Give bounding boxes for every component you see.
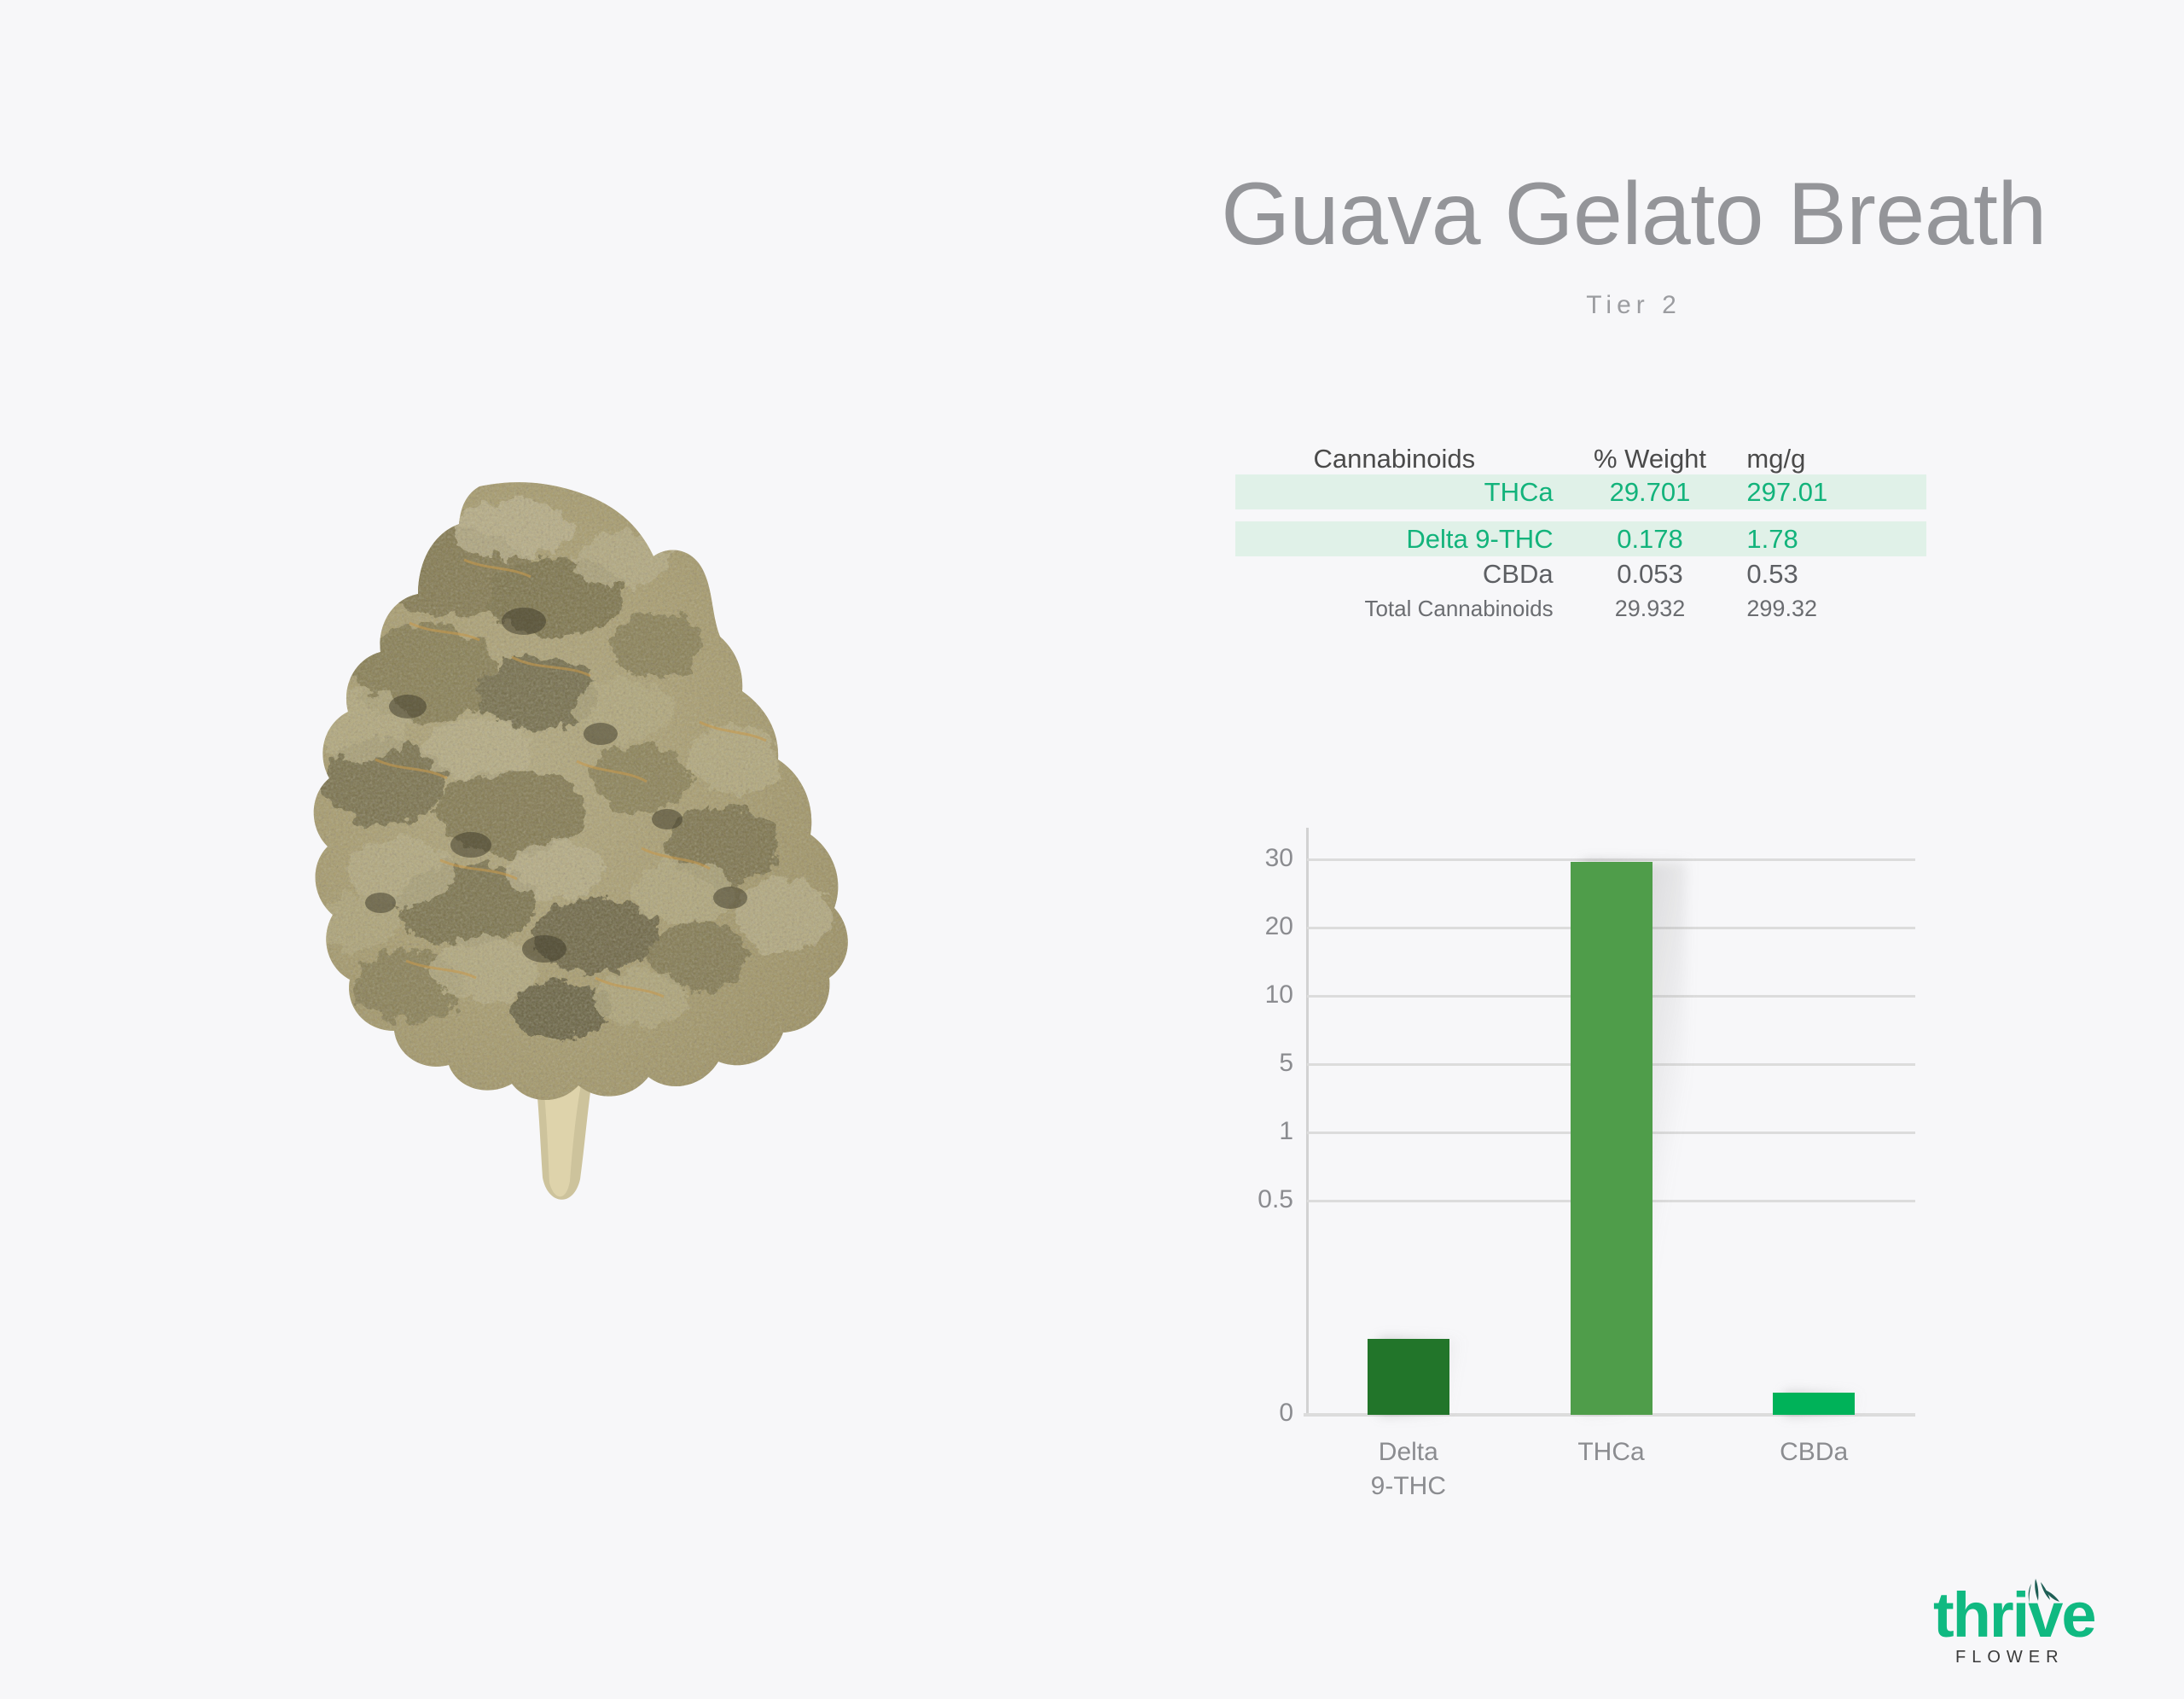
chart-bar[interactable] [1570,862,1653,1415]
x-axis-line [1304,1413,1916,1417]
gridline [1307,858,1915,861]
leaf-icon [2028,1579,2059,1603]
cell-mg-per-g: 0.53 [1746,558,1798,589]
y-tick-label: 20 [1264,912,1293,940]
cell-total-mg-per-g: 299.32 [1746,596,1817,621]
table-row: CBDa 0.053 0.53 [1235,556,1926,591]
cell-total-percent: 29.932 [1614,596,1686,621]
y-tick-label: 10 [1264,980,1293,1009]
title-block: Guava Gelato Breath Tier 2 [1092,166,2175,320]
cell-mg-per-g: 1.78 [1746,521,1926,556]
chart-bar[interactable] [1367,1339,1449,1415]
chart-bar[interactable] [1773,1392,1856,1415]
x-tick-label: Delta 9-THC [1370,1438,1446,1500]
cannabinoid-bar-chart: 30 20 10 5 1 0.5 0 Delta 9-THC THCa CBDa [1246,819,1945,1500]
cell-mg-per-g: 297.01 [1746,474,1926,509]
product-photo [256,478,853,1220]
y-tick-label: 0.5 [1258,1185,1293,1213]
table-row: THCa 29.701 297.01 [1235,474,1926,509]
cell-cannabinoid-name: Delta 9-THC [1235,521,1554,556]
brand-logo: thrive FLOWER [1926,1568,2131,1669]
cell-percent-weight: 29.701 [1553,474,1747,509]
x-tick-label: CBDa [1780,1438,1849,1466]
logo-tagline: FLOWER [1955,1648,2065,1667]
cell-percent-weight: 0.178 [1553,521,1747,556]
logo-wordmark: thrive [1933,1580,2095,1650]
cell-total-label: Total Cannabinoids [1364,596,1554,621]
cell-cannabinoid-name: CBDa [1482,558,1554,589]
y-tick-label: 30 [1264,844,1293,872]
column-header-percent-weight: % Weight [1593,444,1707,474]
table-row: Delta 9-THC 0.178 1.78 [1235,521,1926,556]
column-header-mg-per-g: mg/g [1746,444,1806,474]
cell-cannabinoid-name: THCa [1235,474,1554,509]
cannabis-bud-image [313,482,848,1200]
table-row-total: Total Cannabinoids 29.932 299.32 [1235,591,1926,626]
cell-percent-weight: 0.053 [1617,558,1683,589]
column-header-cannabinoids: Cannabinoids [1313,444,1476,474]
y-axis-line [1306,828,1309,1417]
chart-plot-area: 30 20 10 5 1 0.5 0 Delta 9-THC THCa CBDa [1258,828,1916,1500]
y-tick-label: 0 [1279,1399,1293,1427]
thrive-flower-logo: thrive FLOWER [1933,1579,2097,1667]
y-tick-label: 5 [1279,1049,1293,1077]
table-header-row: Cannabinoids % Weight mg/g [1235,444,1926,474]
x-tick-label: THCa [1577,1438,1645,1466]
page-title: Guava Gelato Breath [1221,165,2047,264]
cannabinoid-table: Cannabinoids % Weight mg/g THCa 29.701 2… [1235,444,1926,626]
page-subtitle-tier: Tier 2 [1586,291,1682,320]
table-row-spacer [1235,509,1926,521]
y-tick-label: 1 [1279,1117,1293,1145]
